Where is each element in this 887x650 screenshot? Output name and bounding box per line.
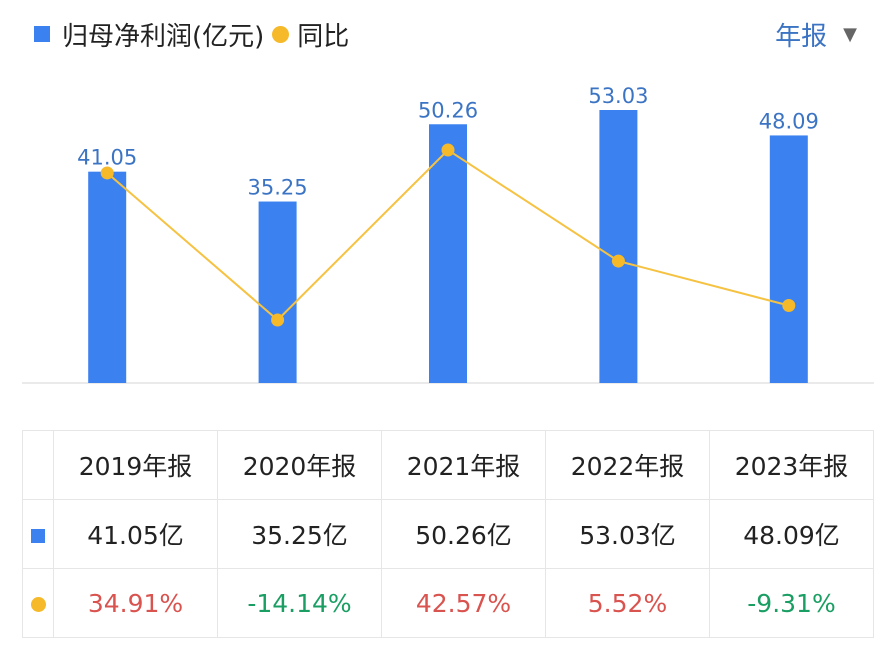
bar-value-label: 41.05 bbox=[77, 146, 137, 170]
period-selector[interactable]: 年报 ▼ bbox=[775, 14, 857, 54]
table-header-cell: 2021年报 bbox=[381, 430, 546, 500]
bar-2020年报 bbox=[258, 201, 297, 383]
table-header-cell: 2023年报 bbox=[709, 430, 874, 500]
yoy-cell: -14.14% bbox=[217, 568, 382, 638]
yoy-point-2022年报 bbox=[611, 254, 625, 268]
bar-value-label: 50.26 bbox=[418, 98, 478, 122]
bar-value-label: 48.09 bbox=[759, 109, 819, 133]
profit-cell: 48.09亿 bbox=[709, 499, 874, 569]
yoy-row: 34.91% -14.14% 42.57% 5.52% -9.31% bbox=[22, 568, 874, 638]
bar-legend-swatch bbox=[34, 26, 50, 42]
table-header-cell: 2020年报 bbox=[217, 430, 382, 500]
line-series-swatch bbox=[30, 596, 46, 612]
chevron-down-icon[interactable]: ▼ bbox=[843, 23, 857, 45]
period-selector-label[interactable]: 年报 bbox=[775, 21, 828, 52]
table-header-cell: 2019年报 bbox=[53, 430, 218, 500]
profit-cell: 53.03亿 bbox=[545, 499, 710, 569]
table-header-row: 2019年报 2020年报 2021年报 2022年报 2023年报 bbox=[22, 430, 874, 500]
line-legend-label: 同比 bbox=[297, 21, 350, 52]
bar-value-label: 53.03 bbox=[588, 84, 648, 108]
line-legend-swatch bbox=[272, 25, 290, 43]
yoy-cell: 34.91% bbox=[53, 568, 218, 638]
bar-2019年报 bbox=[88, 171, 127, 383]
yoy-point-2021年报 bbox=[441, 143, 455, 157]
profit-cell: 41.05亿 bbox=[53, 499, 218, 569]
bar-2023年报 bbox=[769, 135, 808, 383]
yoy-point-2019年报 bbox=[100, 166, 114, 180]
profit-row-key bbox=[22, 499, 54, 569]
yoy-cell: 5.52% bbox=[545, 568, 710, 638]
yoy-cell: 42.57% bbox=[381, 568, 546, 638]
table-header-cell: 2022年报 bbox=[545, 430, 710, 500]
data-table: 2019年报 2020年报 2021年报 2022年报 2023年报 41.05… bbox=[22, 430, 874, 638]
yoy-point-2020年报 bbox=[271, 313, 285, 327]
chart-legend: 归母净利润(亿元) 同比 bbox=[34, 14, 349, 54]
bar-legend-label: 归母净利润(亿元) bbox=[62, 21, 265, 52]
yoy-point-2023年报 bbox=[782, 299, 796, 313]
bar-series-swatch bbox=[31, 528, 45, 543]
profit-cell: 35.25亿 bbox=[217, 499, 382, 569]
table-corner-cell bbox=[22, 430, 54, 500]
profit-cell: 50.26亿 bbox=[381, 499, 546, 569]
bar-2021年报 bbox=[429, 124, 467, 383]
bar-2022年报 bbox=[599, 110, 638, 383]
yoy-row-key bbox=[22, 568, 54, 638]
bar-value-label: 35.25 bbox=[248, 176, 308, 200]
profit-row: 41.05亿 35.25亿 50.26亿 53.03亿 48.09亿 bbox=[22, 499, 874, 569]
yoy-cell: -9.31% bbox=[709, 568, 874, 638]
profit-chart: 41.05 35.25 50.26 53.03 48.09 bbox=[22, 84, 874, 384]
